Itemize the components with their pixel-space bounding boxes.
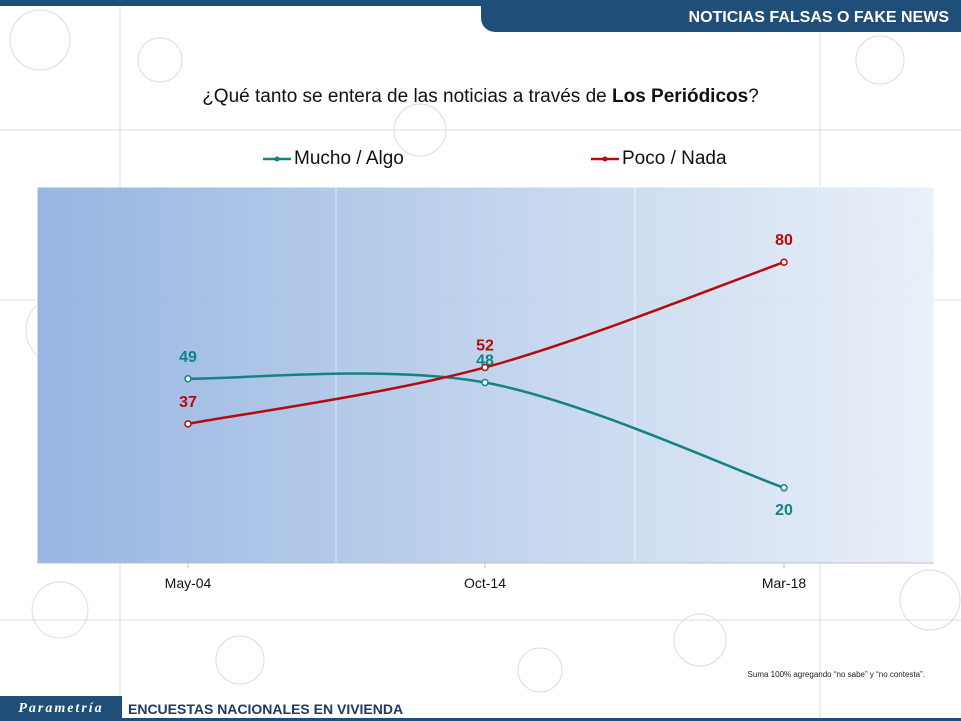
data-label: 80 bbox=[775, 232, 793, 249]
footer-label: ENCUESTAS NACIONALES EN VIVIENDA bbox=[128, 701, 404, 717]
footer-bar bbox=[122, 718, 961, 721]
data-point bbox=[184, 375, 192, 383]
legend-label-series-2: Poco / Nada bbox=[622, 148, 727, 169]
header-title: NOTICIAS FALSAS O FAKE NEWS bbox=[481, 4, 961, 32]
legend-line-icon-series-1 bbox=[263, 156, 291, 162]
x-tick-label: Oct-14 bbox=[464, 575, 506, 591]
data-label: 52 bbox=[476, 337, 494, 354]
legend-line-icon-series-2 bbox=[591, 156, 619, 162]
question-suffix: ? bbox=[748, 86, 759, 107]
legend: Mucho / Algo Poco / Nada bbox=[0, 148, 961, 172]
top-bar bbox=[0, 0, 961, 6]
x-ticks: May-04 Oct-14 Mar-18 bbox=[165, 563, 807, 591]
parametria-logo: Parametría bbox=[0, 696, 122, 721]
data-label: 49 bbox=[179, 349, 197, 366]
legend-item-mucho-algo: Mucho / Algo bbox=[262, 148, 404, 170]
data-label: 48 bbox=[476, 353, 494, 370]
header-title-text: NOTICIAS FALSAS O FAKE NEWS bbox=[688, 9, 949, 26]
footnote: Suma 100% agregando “no sabe” y “no cont… bbox=[747, 670, 925, 679]
legend-item-poco-nada: Poco / Nada bbox=[590, 148, 727, 170]
data-point bbox=[780, 258, 788, 266]
chart-question: ¿Qué tanto se entera de las noticias a t… bbox=[0, 86, 961, 108]
data-point bbox=[481, 378, 489, 387]
data-label: 37 bbox=[179, 394, 197, 411]
plot-area bbox=[36, 186, 935, 564]
data-label: 20 bbox=[775, 502, 793, 519]
x-tick-label: May-04 bbox=[165, 575, 212, 591]
series-group bbox=[184, 258, 788, 492]
data-point bbox=[184, 420, 192, 428]
x-tick-label: Mar-18 bbox=[762, 575, 807, 591]
legend-label-series-1: Mucho / Algo bbox=[294, 148, 404, 169]
data-point bbox=[481, 363, 489, 372]
data-labels: 49 48 20 37 52 80 bbox=[179, 232, 793, 519]
data-point bbox=[780, 484, 788, 492]
question-prefix: ¿Qué tanto se entera de las noticias a t… bbox=[202, 86, 612, 107]
gridlines bbox=[335, 187, 636, 563]
question-bold: Los Periódicos bbox=[612, 86, 749, 107]
